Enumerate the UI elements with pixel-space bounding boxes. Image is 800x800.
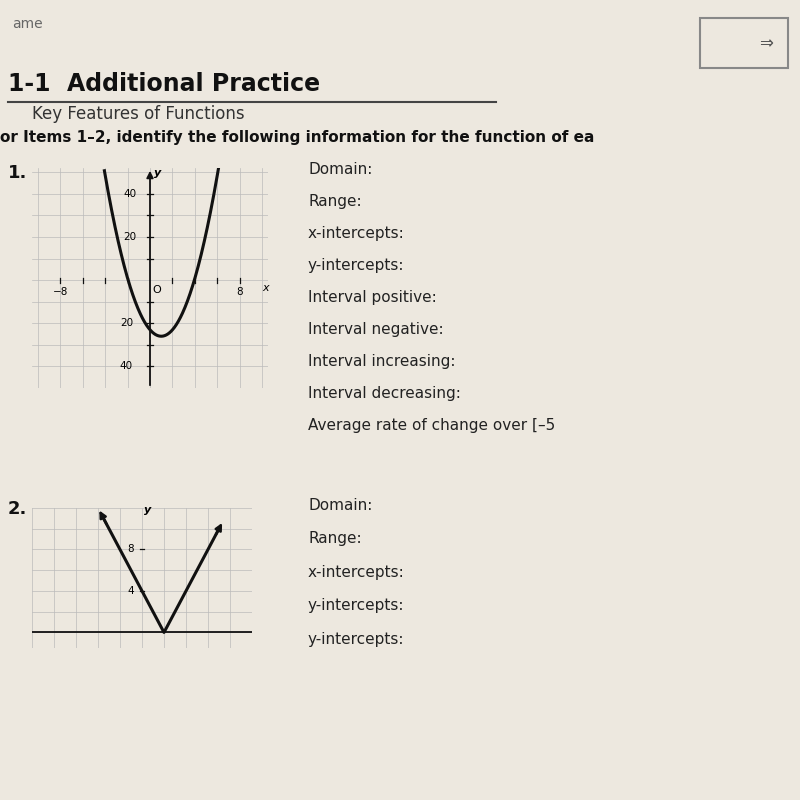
Text: 40: 40 xyxy=(123,189,136,199)
Text: 40: 40 xyxy=(120,362,133,371)
Text: y-intercepts:: y-intercepts: xyxy=(308,258,405,273)
Text: Interval positive:: Interval positive: xyxy=(308,290,437,305)
Text: x-intercepts:: x-intercepts: xyxy=(308,565,405,580)
Text: 1.: 1. xyxy=(8,164,27,182)
Text: 8: 8 xyxy=(128,545,134,554)
Text: x-intercepts:: x-intercepts: xyxy=(308,226,405,241)
Text: 20: 20 xyxy=(120,318,133,328)
Text: Interval negative:: Interval negative: xyxy=(308,322,444,337)
Text: Interval increasing:: Interval increasing: xyxy=(308,354,455,369)
Text: Domain:: Domain: xyxy=(308,498,372,513)
Text: y-intercepts:: y-intercepts: xyxy=(308,598,405,614)
Text: 4: 4 xyxy=(128,586,134,596)
Text: 20: 20 xyxy=(123,232,136,242)
Text: Range:: Range: xyxy=(308,194,362,209)
Text: ame: ame xyxy=(12,18,42,31)
Text: 8: 8 xyxy=(237,287,243,297)
Text: Average rate of change over [–5: Average rate of change over [–5 xyxy=(308,418,555,433)
Text: y: y xyxy=(144,505,151,515)
Text: Range:: Range: xyxy=(308,531,362,546)
Text: Key Features of Functions: Key Features of Functions xyxy=(32,105,245,122)
Text: y: y xyxy=(154,168,162,178)
Text: −8: −8 xyxy=(53,287,68,297)
Text: 2.: 2. xyxy=(8,500,27,518)
Text: y-intercepts:: y-intercepts: xyxy=(308,632,405,647)
Text: ⇒: ⇒ xyxy=(759,34,773,52)
Text: Domain:: Domain: xyxy=(308,162,372,177)
Text: 1-1  Additional Practice: 1-1 Additional Practice xyxy=(8,72,320,96)
Text: or Items 1–2, identify the following information for the function of ea: or Items 1–2, identify the following inf… xyxy=(0,130,594,145)
Text: O: O xyxy=(152,285,161,295)
Text: x: x xyxy=(262,282,269,293)
Text: Interval decreasing:: Interval decreasing: xyxy=(308,386,461,401)
